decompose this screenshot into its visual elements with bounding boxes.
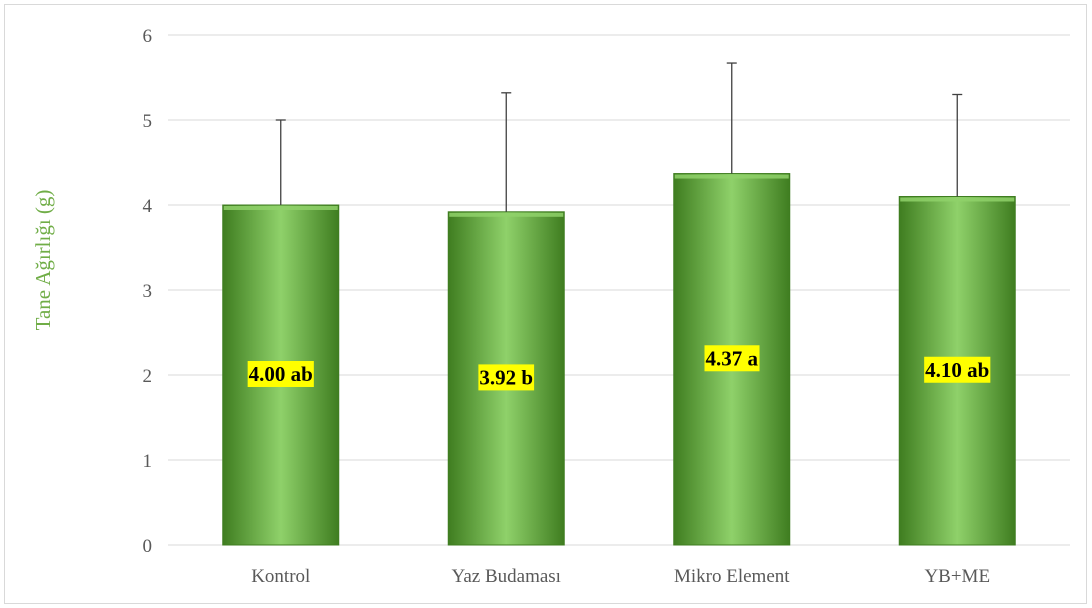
data-label-1: 3.92 b (479, 365, 533, 389)
error-bars (275, 62, 963, 212)
data-label-highlight (924, 356, 991, 383)
y-axis-ticks: 0 1 2 3 4 5 6 (143, 26, 153, 557)
bars (222, 173, 1016, 546)
data-label-highlight (704, 345, 760, 372)
y-tick-label: 0 (143, 536, 153, 557)
category-label-1: Yaz Budaması (452, 566, 561, 587)
data-label-highlight (478, 364, 535, 391)
data-label-3: 4.10 ab (925, 358, 989, 382)
x-axis-categories: Kontrol Yaz Budaması Mikro Element YB+ME (251, 566, 990, 587)
y-tick-label: 2 (143, 366, 153, 387)
data-labels: 4.00 ab 3.92 b 4.37 a 4.10 ab (247, 345, 991, 391)
y-tick-label: 4 (143, 196, 153, 217)
y-axis-label: Tane Ağırlığı (g) (31, 190, 55, 331)
bar-top-highlight (449, 212, 564, 217)
bar-top-highlight (223, 206, 338, 210)
y-tick-label: 5 (143, 111, 153, 132)
bar-top-highlight (900, 197, 1015, 202)
data-label-highlight (247, 361, 314, 387)
data-label-2: 4.37 a (706, 346, 759, 370)
category-label-3: YB+ME (924, 566, 990, 587)
y-tick-label: 1 (143, 451, 153, 472)
y-tick-label: 3 (143, 281, 153, 302)
bar-top-highlight (674, 174, 789, 179)
y-tick-label: 6 (143, 26, 153, 47)
data-label-0: 4.00 ab (249, 362, 313, 386)
category-label-2: Mikro Element (674, 566, 790, 587)
category-label-0: Kontrol (251, 566, 310, 587)
